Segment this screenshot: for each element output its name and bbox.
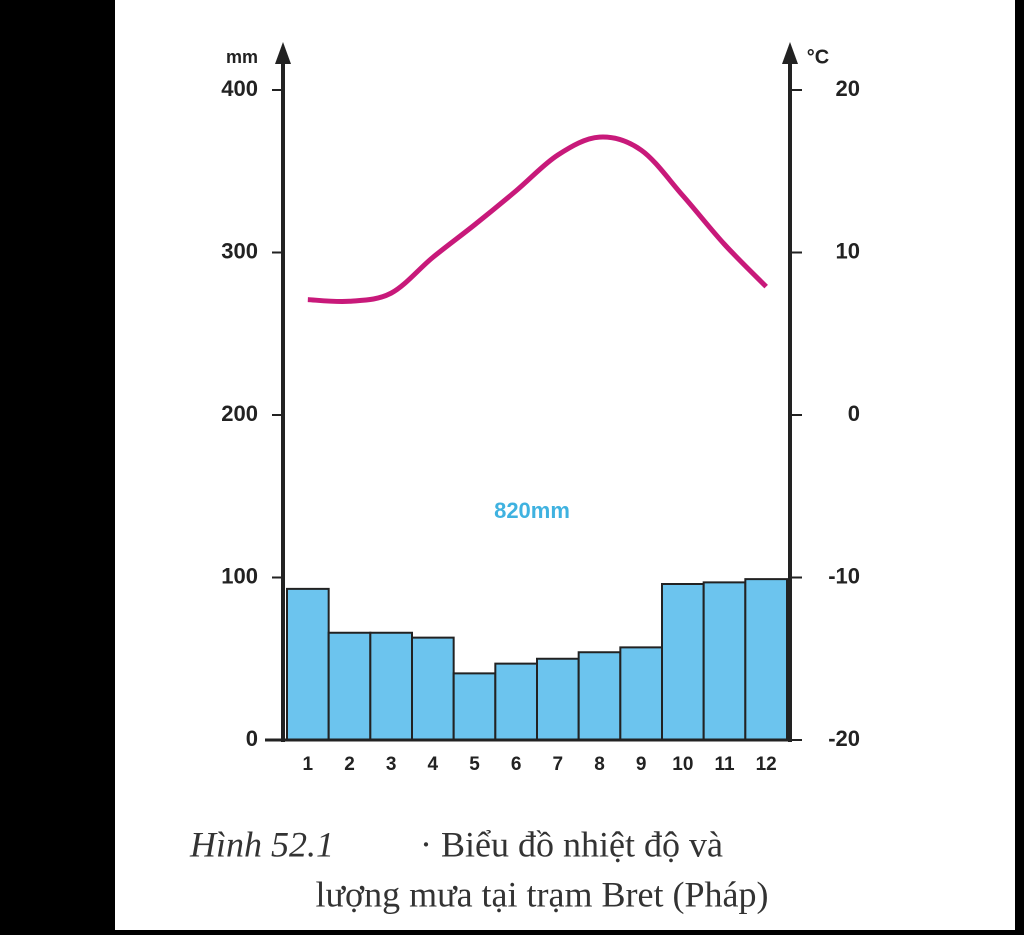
y-tick-label: 200 [221,401,258,426]
bar [577,651,622,741]
bar [494,662,539,741]
y2-tick-label: 0 [848,401,860,426]
bar [327,631,372,741]
y-axis-arrow [275,42,291,64]
temperature-line [307,134,768,305]
bar [452,672,497,741]
bar [411,636,455,741]
bar [369,631,414,741]
x-tick-label: 12 [756,754,777,775]
y-tick-label: 300 [221,238,258,263]
y2-tick-label: -20 [828,726,860,751]
bar [661,583,705,741]
y-axis-label: mm [226,47,258,67]
x-tick-label: 1 [303,754,314,775]
x-tick-label: 5 [469,754,480,775]
figure-label: Hình 52.1 [189,824,334,864]
bar [744,578,788,741]
left-band [0,0,115,930]
bar [286,587,330,741]
x-tick-label: 6 [511,754,522,775]
caption-line: · Biểu đồ nhiệt độ và [420,824,723,864]
y-tick-label: 400 [221,76,258,101]
y-tick-label: 100 [221,563,258,588]
x-tick-label: 10 [672,754,693,775]
x-tick-label: 7 [553,754,564,775]
annotation: 820mm [494,498,570,523]
bar [536,657,580,741]
y2-axis-label: °C [807,46,829,68]
y-tick-label: 0 [246,726,258,751]
y2-tick-label: -10 [828,563,860,588]
page [115,0,1015,930]
plot [286,134,788,741]
bar [702,581,747,741]
bar [619,646,663,741]
x-tick-label: 3 [386,754,397,775]
y2-tick-label: 20 [836,76,860,101]
x-tick-label: 2 [344,754,355,775]
caption-line: lượng mưa tại trạm Bret (Pháp) [316,874,769,914]
y2-axis-arrow [782,42,798,64]
x-tick-label: 8 [594,754,605,775]
y2-tick-label: 10 [836,238,860,263]
right-band [1015,0,1024,930]
x-tick-label: 9 [636,754,647,775]
x-tick-label: 11 [714,754,735,775]
x-tick-label: 4 [428,754,439,775]
